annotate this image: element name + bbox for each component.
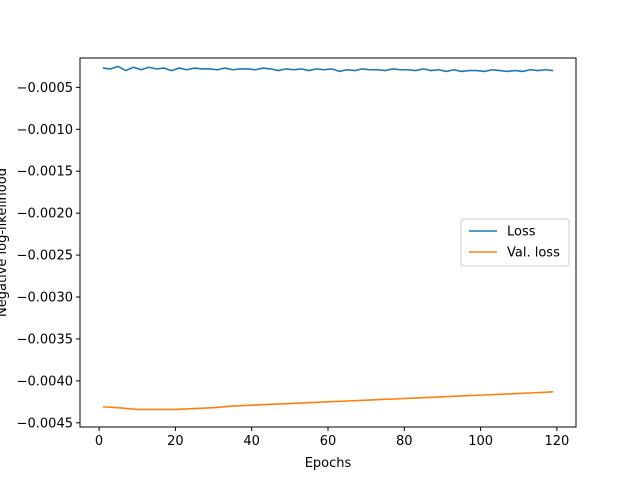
legend: Loss Val. loss bbox=[460, 218, 570, 267]
y-axis-label: Negative log-likelihood bbox=[0, 168, 10, 317]
y-tick-label: −0.0020 bbox=[17, 207, 73, 222]
x-tick-label: 80 bbox=[396, 434, 413, 449]
y-tick-label: −0.0010 bbox=[17, 123, 73, 138]
legend-label: Val. loss bbox=[507, 246, 560, 261]
y-tick-label: −0.0035 bbox=[17, 332, 73, 347]
y-tick-label: −0.0005 bbox=[17, 81, 73, 96]
series-layer bbox=[102, 65, 554, 411]
y-tick-label: −0.0015 bbox=[17, 165, 73, 180]
x-tick-label: 120 bbox=[545, 434, 570, 449]
y-tick-label: −0.0045 bbox=[17, 416, 73, 431]
x-tick-label: 40 bbox=[243, 434, 260, 449]
x-tick-label: 0 bbox=[95, 434, 103, 449]
legend-label: Loss bbox=[507, 225, 536, 240]
x-tick-label: 100 bbox=[468, 434, 493, 449]
series-line-1 bbox=[102, 65, 554, 73]
x-tick-label: 60 bbox=[320, 434, 337, 449]
y-tick-label: −0.0030 bbox=[17, 291, 73, 306]
y-axis: −0.0005 −0.0010 −0.0015 −0.0020 −0.0025 −0.00… bbox=[17, 81, 80, 431]
y-tick-label: −0.0040 bbox=[17, 374, 73, 389]
x-axis-label: Epochs bbox=[305, 456, 352, 471]
x-axis: 0 20 40 60 80 100 120 bbox=[95, 427, 569, 449]
y-tick-label: −0.0025 bbox=[17, 249, 73, 264]
series-line-2 bbox=[102, 390, 554, 411]
x-tick-label: 20 bbox=[167, 434, 184, 449]
